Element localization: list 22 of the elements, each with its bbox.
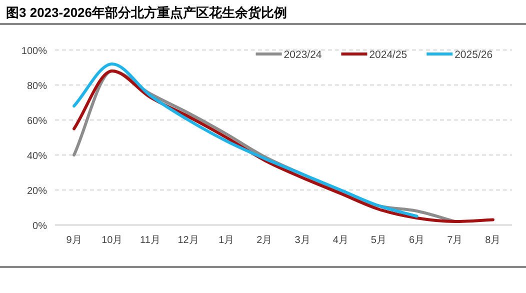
xtick: 9月 <box>66 235 82 246</box>
xtick: 5月 <box>370 235 386 246</box>
xtick: 1月 <box>218 235 234 246</box>
xtick: 10月 <box>102 235 123 246</box>
xtick: 7月 <box>447 235 463 246</box>
ytick: 40% <box>26 151 47 162</box>
ytick: 80% <box>26 81 47 92</box>
legend-label: 2025/26 <box>454 49 493 61</box>
ytick: 60% <box>26 116 47 127</box>
legend-label: 2023/24 <box>284 49 322 61</box>
xtick: 12月 <box>178 235 199 246</box>
ytick: 20% <box>26 186 47 197</box>
xtick: 6月 <box>409 235 425 246</box>
ytick: 100% <box>21 46 47 57</box>
xtick: 11月 <box>140 235 160 246</box>
xtick: 8月 <box>485 235 501 246</box>
xtick: 2月 <box>256 235 272 246</box>
xtick: 3月 <box>294 235 310 246</box>
title: 图3 2023-2026年部分北方重点产区花生余货比例 <box>6 5 288 20</box>
xtick: 4月 <box>332 235 348 246</box>
legend-label: 2024/25 <box>369 49 408 61</box>
ytick: 0% <box>32 221 47 232</box>
